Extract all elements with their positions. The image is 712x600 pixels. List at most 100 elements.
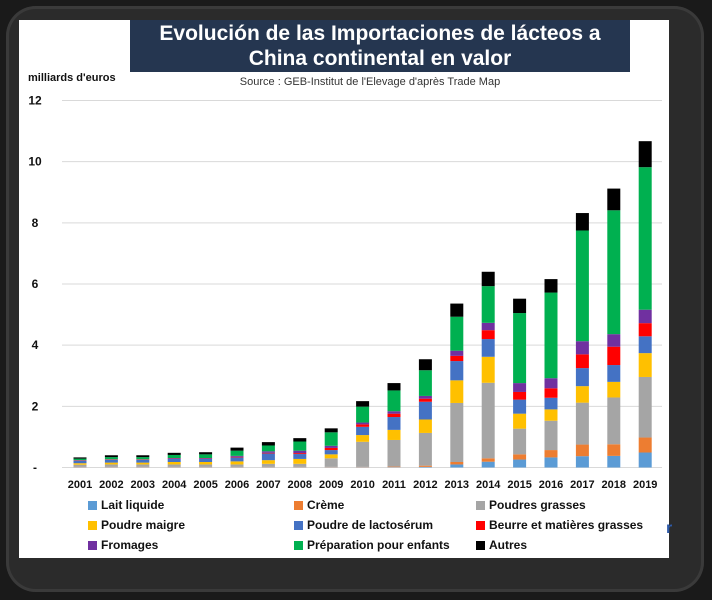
bar-segment bbox=[481, 286, 495, 323]
bar-segment bbox=[104, 457, 118, 460]
y-axis-ticks: - 2 4 6 8 10 12 bbox=[28, 94, 42, 475]
bar-segment bbox=[230, 455, 244, 457]
bar-segment bbox=[638, 309, 652, 324]
bar-segment bbox=[230, 456, 244, 458]
bar-segment bbox=[261, 445, 275, 452]
bar-stack-2017 bbox=[575, 213, 589, 468]
bar-segment bbox=[230, 457, 244, 462]
bar-segment bbox=[261, 460, 275, 464]
bar-segment bbox=[607, 188, 621, 211]
bar-segment bbox=[418, 401, 432, 420]
bar-segment bbox=[293, 458, 307, 464]
bar-segment bbox=[387, 429, 401, 440]
legend-swatch bbox=[294, 500, 303, 510]
bar-segment bbox=[293, 463, 307, 467]
bar-segment bbox=[575, 402, 589, 445]
bar-segment bbox=[73, 458, 87, 461]
bar-segment bbox=[387, 411, 401, 414]
bar-segment bbox=[356, 401, 370, 407]
bar-segment bbox=[450, 303, 464, 317]
bar-segment bbox=[481, 382, 495, 459]
x-axis-ticks: 2001 2002 2003 2004 2005 2006 2007 2008 2009 2010… bbox=[68, 479, 658, 491]
bar-segment bbox=[607, 365, 621, 382]
bar-segment bbox=[607, 210, 621, 335]
legend-label: Poudre maigre bbox=[101, 518, 186, 532]
bar-segment bbox=[73, 457, 87, 459]
bar-segment bbox=[104, 464, 118, 467]
bar-segment bbox=[575, 444, 589, 457]
bar-segment bbox=[199, 461, 213, 465]
bar-segment bbox=[230, 447, 244, 451]
y-axis-label: milliards d'euros bbox=[28, 72, 116, 84]
x-tick-label: 2003 bbox=[131, 479, 155, 491]
bar-segment bbox=[199, 454, 213, 459]
x-tick-label: 2019 bbox=[633, 479, 657, 491]
bar-segment bbox=[387, 413, 401, 418]
bar-segment bbox=[230, 450, 244, 456]
y-tick-label: 2 bbox=[32, 399, 39, 413]
x-tick-label: 2013 bbox=[445, 479, 469, 491]
bar-segment bbox=[199, 458, 213, 459]
bar-segment bbox=[387, 390, 401, 412]
bar-segment bbox=[324, 450, 338, 455]
legend-swatch bbox=[294, 540, 303, 550]
bar-segment bbox=[73, 460, 87, 464]
bar-segment bbox=[387, 439, 401, 467]
x-tick-label: 2017 bbox=[570, 479, 594, 491]
chart-source: Source : GEB-Institut de l'Elevage d'apr… bbox=[239, 76, 501, 88]
bar-segment bbox=[575, 354, 589, 369]
bar-segment bbox=[607, 455, 621, 468]
bar-stack-2010 bbox=[356, 401, 370, 468]
legend-item: Poudres grasses bbox=[476, 498, 586, 512]
legend-label: Fromages bbox=[101, 538, 159, 552]
bar-segment bbox=[513, 298, 527, 314]
legend-label: Crème bbox=[307, 498, 345, 512]
legend-swatch bbox=[476, 540, 485, 550]
legend-item: Beurre et matières grasses bbox=[476, 518, 643, 532]
bar-stack-2008 bbox=[293, 438, 307, 468]
bar-segment bbox=[513, 459, 527, 468]
bar-segment bbox=[418, 370, 432, 396]
bar-stack-2005 bbox=[199, 452, 213, 468]
legend-swatch bbox=[476, 500, 485, 510]
bar-segment bbox=[136, 459, 150, 463]
legend-label: Préparation pour enfants bbox=[307, 538, 450, 552]
bar-segment bbox=[324, 445, 338, 448]
chart-panel bbox=[19, 20, 669, 558]
x-tick-label: 2005 bbox=[193, 479, 217, 491]
bar-segment bbox=[481, 322, 495, 331]
bar-segment bbox=[513, 413, 527, 429]
bar-stack-2011 bbox=[387, 383, 401, 468]
bar-segment bbox=[481, 356, 495, 383]
x-tick-label: 2012 bbox=[413, 479, 437, 491]
x-tick-label: 2018 bbox=[602, 479, 626, 491]
bar-segment bbox=[418, 419, 432, 433]
chart-title-line-2: China continental en valor bbox=[248, 47, 512, 70]
legend-swatch bbox=[88, 500, 97, 510]
chart-title: Evolución de las Importaciones de lácteo… bbox=[130, 20, 630, 72]
x-tick-label: 2010 bbox=[350, 479, 374, 491]
bar-segment bbox=[607, 346, 621, 366]
bar-stack-2014 bbox=[481, 271, 495, 468]
legend-swatch bbox=[476, 520, 485, 530]
bar-segment bbox=[513, 313, 527, 384]
y-tick-label: - bbox=[33, 461, 37, 475]
legend-label: Poudres grasses bbox=[489, 498, 586, 512]
bar-segment bbox=[544, 450, 558, 458]
bar-segment bbox=[293, 454, 307, 459]
bar-segment bbox=[387, 383, 401, 391]
bar-segment bbox=[575, 386, 589, 403]
bar-segment bbox=[638, 336, 652, 354]
bar-segment bbox=[544, 457, 558, 468]
bar-segment bbox=[324, 428, 338, 433]
x-tick-label: 2001 bbox=[68, 479, 92, 491]
stray-text-fragment: r bbox=[666, 520, 673, 537]
bar-segment bbox=[513, 391, 527, 400]
bar-segment bbox=[575, 368, 589, 387]
bar-segment bbox=[544, 292, 558, 379]
legend-item: Crème bbox=[294, 498, 344, 512]
bar-segment bbox=[544, 388, 558, 398]
bar-segment bbox=[418, 398, 432, 402]
bar-segment bbox=[638, 353, 652, 377]
x-tick-label: 2015 bbox=[507, 479, 531, 491]
